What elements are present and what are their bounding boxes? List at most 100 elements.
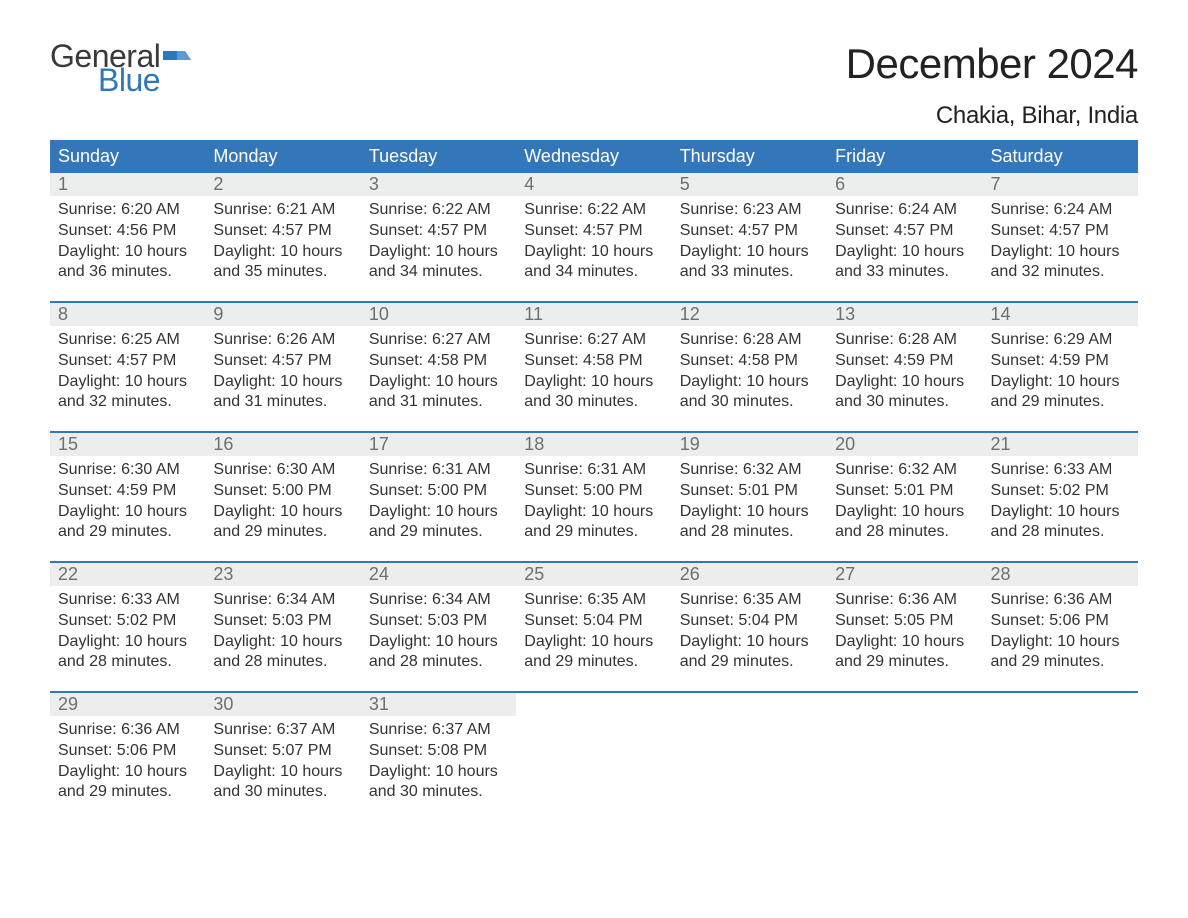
- day-cell: 5Sunrise: 6:23 AMSunset: 4:57 PMDaylight…: [672, 173, 827, 302]
- day-cell: 26Sunrise: 6:35 AMSunset: 5:04 PMDayligh…: [672, 563, 827, 692]
- daylight-text: and 32 minutes.: [991, 262, 1130, 283]
- day-body: Sunrise: 6:33 AMSunset: 5:02 PMDaylight:…: [983, 456, 1138, 547]
- day-cell: 19Sunrise: 6:32 AMSunset: 5:01 PMDayligh…: [672, 433, 827, 562]
- daylight-text: and 28 minutes.: [213, 652, 352, 673]
- day-number: 24: [361, 563, 516, 586]
- day-body: Sunrise: 6:29 AMSunset: 4:59 PMDaylight:…: [983, 326, 1138, 417]
- day-body: Sunrise: 6:35 AMSunset: 5:04 PMDaylight:…: [672, 586, 827, 677]
- sunrise-text: Sunrise: 6:34 AM: [213, 590, 352, 611]
- day-number: 9: [205, 303, 360, 326]
- sunset-text: Sunset: 4:58 PM: [524, 351, 663, 372]
- day-cell: [516, 693, 671, 821]
- weekday-header: Tuesday: [361, 140, 516, 173]
- daylight-text: and 29 minutes.: [991, 392, 1130, 413]
- daylight-text: and 36 minutes.: [58, 262, 197, 283]
- day-body: Sunrise: 6:27 AMSunset: 4:58 PMDaylight:…: [516, 326, 671, 417]
- day-number: 28: [983, 563, 1138, 586]
- daylight-text: Daylight: 10 hours: [991, 632, 1130, 653]
- day-cell: 27Sunrise: 6:36 AMSunset: 5:05 PMDayligh…: [827, 563, 982, 692]
- day-number: 19: [672, 433, 827, 456]
- day-cell: 2Sunrise: 6:21 AMSunset: 4:57 PMDaylight…: [205, 173, 360, 302]
- day-cell: 9Sunrise: 6:26 AMSunset: 4:57 PMDaylight…: [205, 303, 360, 432]
- page: General Blue December 2024 Chakia, Bihar…: [0, 0, 1188, 851]
- sunset-text: Sunset: 5:06 PM: [58, 741, 197, 762]
- daylight-text: Daylight: 10 hours: [835, 502, 974, 523]
- day-cell: 12Sunrise: 6:28 AMSunset: 4:58 PMDayligh…: [672, 303, 827, 432]
- day-cell: 14Sunrise: 6:29 AMSunset: 4:59 PMDayligh…: [983, 303, 1138, 432]
- day-cell: 28Sunrise: 6:36 AMSunset: 5:06 PMDayligh…: [983, 563, 1138, 692]
- daylight-text: Daylight: 10 hours: [58, 372, 197, 393]
- sunset-text: Sunset: 4:59 PM: [835, 351, 974, 372]
- sunset-text: Sunset: 4:59 PM: [58, 481, 197, 502]
- daylight-text: Daylight: 10 hours: [680, 502, 819, 523]
- day-body: Sunrise: 6:22 AMSunset: 4:57 PMDaylight:…: [516, 196, 671, 287]
- daylight-text: Daylight: 10 hours: [835, 242, 974, 263]
- sunrise-text: Sunrise: 6:25 AM: [58, 330, 197, 351]
- daylight-text: and 29 minutes.: [58, 782, 197, 803]
- day-cell: 15Sunrise: 6:30 AMSunset: 4:59 PMDayligh…: [50, 433, 205, 562]
- daylight-text: and 29 minutes.: [991, 652, 1130, 673]
- day-body: Sunrise: 6:24 AMSunset: 4:57 PMDaylight:…: [983, 196, 1138, 287]
- weekday-header: Wednesday: [516, 140, 671, 173]
- daylight-text: and 34 minutes.: [524, 262, 663, 283]
- sunrise-text: Sunrise: 6:24 AM: [991, 200, 1130, 221]
- day-number: 23: [205, 563, 360, 586]
- day-number: 14: [983, 303, 1138, 326]
- page-title: December 2024: [846, 40, 1138, 88]
- day-cell: 6Sunrise: 6:24 AMSunset: 4:57 PMDaylight…: [827, 173, 982, 302]
- sunset-text: Sunset: 5:01 PM: [835, 481, 974, 502]
- sunrise-text: Sunrise: 6:30 AM: [213, 460, 352, 481]
- daylight-text: Daylight: 10 hours: [369, 242, 508, 263]
- sunset-text: Sunset: 5:03 PM: [213, 611, 352, 632]
- sunrise-text: Sunrise: 6:20 AM: [58, 200, 197, 221]
- day-cell: 3Sunrise: 6:22 AMSunset: 4:57 PMDaylight…: [361, 173, 516, 302]
- day-number: 4: [516, 173, 671, 196]
- daylight-text: and 33 minutes.: [835, 262, 974, 283]
- day-body: Sunrise: 6:32 AMSunset: 5:01 PMDaylight:…: [672, 456, 827, 547]
- day-number: 29: [50, 693, 205, 716]
- daylight-text: Daylight: 10 hours: [58, 762, 197, 783]
- sunrise-text: Sunrise: 6:29 AM: [991, 330, 1130, 351]
- daylight-text: Daylight: 10 hours: [991, 372, 1130, 393]
- sunset-text: Sunset: 5:00 PM: [369, 481, 508, 502]
- day-cell: 25Sunrise: 6:35 AMSunset: 5:04 PMDayligh…: [516, 563, 671, 692]
- daylight-text: and 30 minutes.: [680, 392, 819, 413]
- day-cell: 11Sunrise: 6:27 AMSunset: 4:58 PMDayligh…: [516, 303, 671, 432]
- daylight-text: Daylight: 10 hours: [680, 242, 819, 263]
- sunset-text: Sunset: 4:58 PM: [680, 351, 819, 372]
- location-text: Chakia, Bihar, India: [846, 102, 1138, 130]
- daylight-text: Daylight: 10 hours: [369, 502, 508, 523]
- daylight-text: Daylight: 10 hours: [524, 372, 663, 393]
- day-body: Sunrise: 6:34 AMSunset: 5:03 PMDaylight:…: [205, 586, 360, 677]
- day-cell: 1Sunrise: 6:20 AMSunset: 4:56 PMDaylight…: [50, 173, 205, 302]
- sunrise-text: Sunrise: 6:33 AM: [991, 460, 1130, 481]
- sunset-text: Sunset: 4:57 PM: [58, 351, 197, 372]
- day-cell: 4Sunrise: 6:22 AMSunset: 4:57 PMDaylight…: [516, 173, 671, 302]
- sunset-text: Sunset: 4:57 PM: [680, 221, 819, 242]
- day-body: Sunrise: 6:37 AMSunset: 5:08 PMDaylight:…: [361, 716, 516, 807]
- day-number: 27: [827, 563, 982, 586]
- sunset-text: Sunset: 4:58 PM: [369, 351, 508, 372]
- day-number: 13: [827, 303, 982, 326]
- day-number: 31: [361, 693, 516, 716]
- day-number: 21: [983, 433, 1138, 456]
- day-number: 7: [983, 173, 1138, 196]
- day-cell: 31Sunrise: 6:37 AMSunset: 5:08 PMDayligh…: [361, 693, 516, 821]
- day-number: 30: [205, 693, 360, 716]
- sunset-text: Sunset: 5:02 PM: [991, 481, 1130, 502]
- daylight-text: and 29 minutes.: [58, 522, 197, 543]
- daylight-text: and 35 minutes.: [213, 262, 352, 283]
- daylight-text: and 30 minutes.: [524, 392, 663, 413]
- day-body: Sunrise: 6:25 AMSunset: 4:57 PMDaylight:…: [50, 326, 205, 417]
- sunrise-text: Sunrise: 6:37 AM: [369, 720, 508, 741]
- sunset-text: Sunset: 5:04 PM: [680, 611, 819, 632]
- weekday-header: Sunday: [50, 140, 205, 173]
- brand-logo: General Blue: [50, 40, 191, 96]
- sunrise-text: Sunrise: 6:27 AM: [369, 330, 508, 351]
- sunset-text: Sunset: 5:00 PM: [524, 481, 663, 502]
- daylight-text: and 29 minutes.: [213, 522, 352, 543]
- daylight-text: and 28 minutes.: [835, 522, 974, 543]
- day-number: 17: [361, 433, 516, 456]
- calendar-body: 1Sunrise: 6:20 AMSunset: 4:56 PMDaylight…: [50, 173, 1138, 821]
- calendar-table: Sunday Monday Tuesday Wednesday Thursday…: [50, 140, 1138, 821]
